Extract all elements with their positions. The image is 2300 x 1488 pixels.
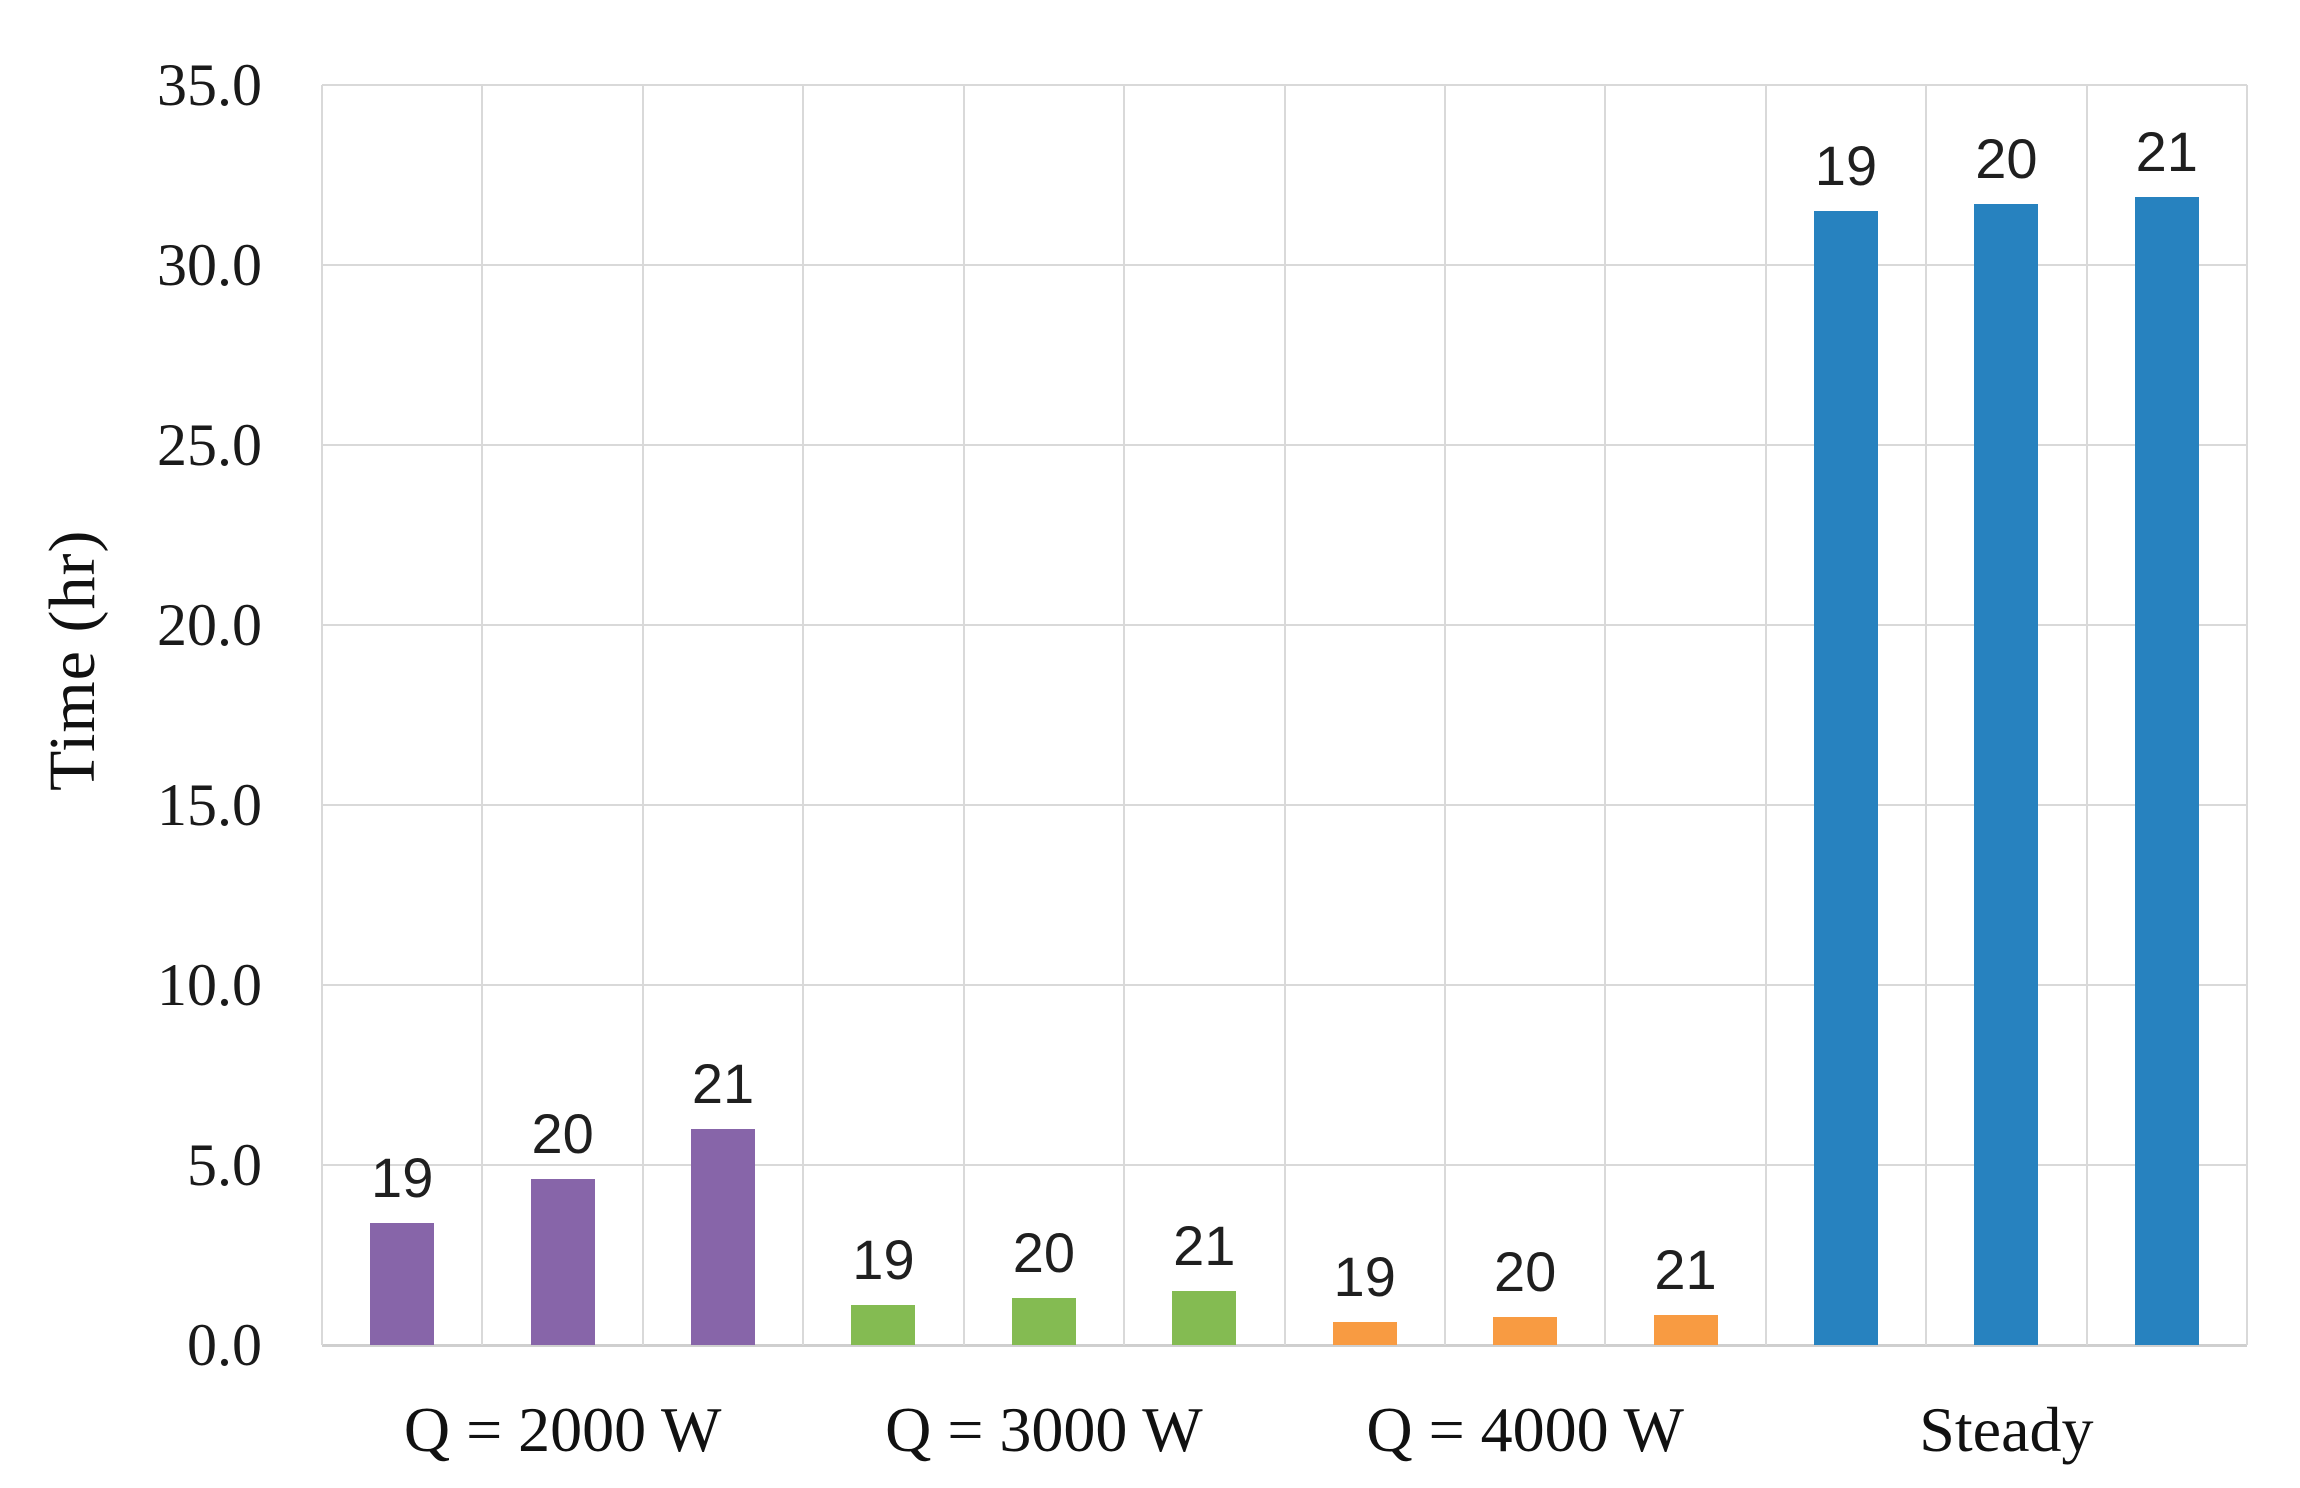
- v-gridline: [1123, 85, 1126, 1345]
- y-axis-tick-label: 5.0: [187, 1132, 262, 1198]
- bar: [2134, 197, 2199, 1345]
- bar: [1813, 211, 1878, 1345]
- bar-data-label: 19: [1814, 134, 1878, 197]
- bar-data-label: 20: [531, 1102, 594, 1165]
- y-axis-tick-label: 0.0: [187, 1312, 262, 1378]
- bar: [1493, 1317, 1558, 1345]
- bar: [370, 1223, 435, 1345]
- v-gridline: [1443, 85, 1446, 1345]
- v-gridline: [1764, 85, 1767, 1345]
- x-axis-category-label: Q = 4000 W: [1366, 1394, 1684, 1465]
- y-axis-tick-label: 30.0: [157, 232, 262, 298]
- v-gridline: [2085, 85, 2088, 1345]
- y-axis-tick-label: 20.0: [157, 592, 262, 658]
- v-gridline: [1925, 85, 1928, 1345]
- bar-data-label: 19: [852, 1228, 915, 1291]
- h-gridline: [322, 1344, 2247, 1347]
- x-axis-category-label: Q = 2000 W: [403, 1394, 722, 1465]
- bar-data-label: 21: [691, 1052, 755, 1115]
- y-axis-tick-label: 35.0: [157, 52, 262, 118]
- bar: [1974, 204, 2039, 1345]
- bar: [1011, 1298, 1076, 1345]
- v-gridline: [481, 85, 484, 1345]
- bar: [530, 1179, 595, 1345]
- bar-data-label: 21: [1654, 1238, 1717, 1301]
- y-axis-tick-label: 15.0: [157, 772, 262, 838]
- bar-data-label: 19: [1333, 1245, 1396, 1308]
- x-axis-category-label: Q = 3000 W: [885, 1394, 1203, 1465]
- bar-data-label: 19: [371, 1146, 434, 1209]
- bar-data-label: 21: [2135, 120, 2198, 183]
- bar: [1172, 1291, 1237, 1345]
- bar: [1653, 1315, 1718, 1345]
- bar-data-label: 20: [1975, 127, 2038, 190]
- v-gridline: [321, 85, 323, 1345]
- x-axis-category-label: Steady: [1919, 1394, 2094, 1465]
- bar: [851, 1305, 916, 1345]
- v-gridline: [802, 85, 805, 1345]
- v-gridline: [1604, 85, 1607, 1345]
- y-axis-tick-label: 10.0: [157, 952, 262, 1018]
- bar: [1332, 1322, 1397, 1345]
- bar: [691, 1129, 756, 1345]
- v-gridline: [641, 85, 644, 1345]
- v-gridline: [962, 85, 965, 1345]
- bar-data-label: 20: [1012, 1221, 1076, 1284]
- y-axis-tick-label: 25.0: [157, 412, 262, 478]
- bar-data-label: 20: [1493, 1240, 1557, 1303]
- v-gridline: [2246, 85, 2248, 1345]
- bar-data-label: 21: [1173, 1214, 1236, 1277]
- v-gridline: [1283, 85, 1286, 1345]
